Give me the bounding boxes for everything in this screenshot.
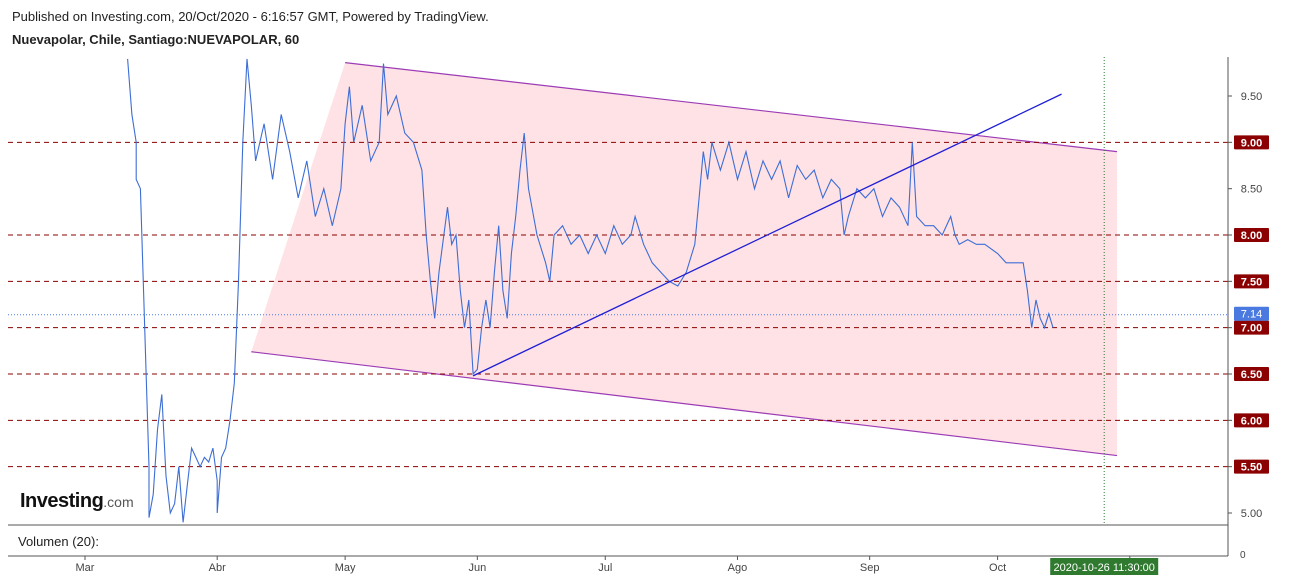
- investing-logo: Investing.com: [20, 490, 134, 513]
- price-series: [127, 58, 1054, 523]
- x-tick-label: Abr: [209, 562, 226, 574]
- y-level-badge: [1234, 413, 1269, 428]
- y-tick-label: 9.00: [1241, 137, 1262, 149]
- x-tick-label: Sep: [860, 562, 880, 574]
- axes-group: 0: [8, 57, 1246, 561]
- current-price-label: 7.14: [1241, 309, 1262, 321]
- current-price-badge: [1234, 306, 1269, 321]
- y-tick-label: 6.50: [1241, 369, 1262, 381]
- x-tick-label: Oct: [989, 562, 1006, 574]
- y-level-badge: [1234, 320, 1269, 335]
- trendline-group: [472, 93, 1062, 377]
- y-level-badge: [1234, 459, 1269, 474]
- y-level-badge: [1234, 228, 1269, 242]
- x-tick-label: Jun: [468, 562, 486, 574]
- y-tick-label: 7.00: [1241, 323, 1262, 335]
- channel-fill: [251, 62, 1117, 456]
- crosshair-date-label: 2020-10-26 11:30:00: [1054, 562, 1155, 574]
- x-tick-label: Ago: [728, 562, 748, 574]
- investing-brand: Investing: [20, 490, 104, 512]
- channel-upper-line: [345, 62, 1118, 153]
- y-axis-ticks: 5.00 5.50 6.00 6.50 7.00 7.50 8.00 8.50 9.00 9.50: [1228, 91, 1269, 520]
- investing-suffix: .com: [103, 494, 134, 510]
- x-tick-label: May: [335, 562, 356, 574]
- volume-axis-zero: 0: [1240, 550, 1246, 561]
- chart-symbol-title: Nuevapolar, Chile, Santiago:NUEVAPOLAR, …: [12, 32, 300, 47]
- y-level-badge: [1234, 274, 1269, 289]
- volume-label: Volumen (20):: [18, 534, 99, 549]
- y-tick-label: 8.00: [1241, 230, 1262, 242]
- crosshair-date-badge: [1050, 558, 1159, 575]
- x-axis-ticks: MarAbrMayJunJulAgoSepOct20: [76, 556, 1136, 574]
- price-line: [127, 58, 1054, 523]
- y-tick-label: 8.50: [1241, 184, 1262, 196]
- y-tick-label: 5.50: [1241, 462, 1262, 474]
- channel-lower-line: [251, 351, 1118, 457]
- y-tick-label: 9.50: [1241, 91, 1262, 103]
- y-level-badge: [1234, 367, 1269, 381]
- x-tick-label: Mar: [76, 562, 95, 574]
- y-level-badge: [1234, 135, 1269, 150]
- price-badges: 7.14 2020-10-26 11:30:00: [1050, 306, 1269, 575]
- horizontal-levels: [8, 141, 1228, 468]
- published-info: Published on Investing.com, 20/Oct/2020 …: [12, 9, 489, 24]
- y-tick-label: 7.50: [1241, 276, 1262, 288]
- x-tick-label: Jul: [598, 562, 612, 574]
- price-channel: [251, 62, 1118, 457]
- y-tick-label: 5.00: [1241, 508, 1262, 520]
- y-tick-label: 6.00: [1241, 415, 1262, 427]
- trendline: [472, 93, 1062, 377]
